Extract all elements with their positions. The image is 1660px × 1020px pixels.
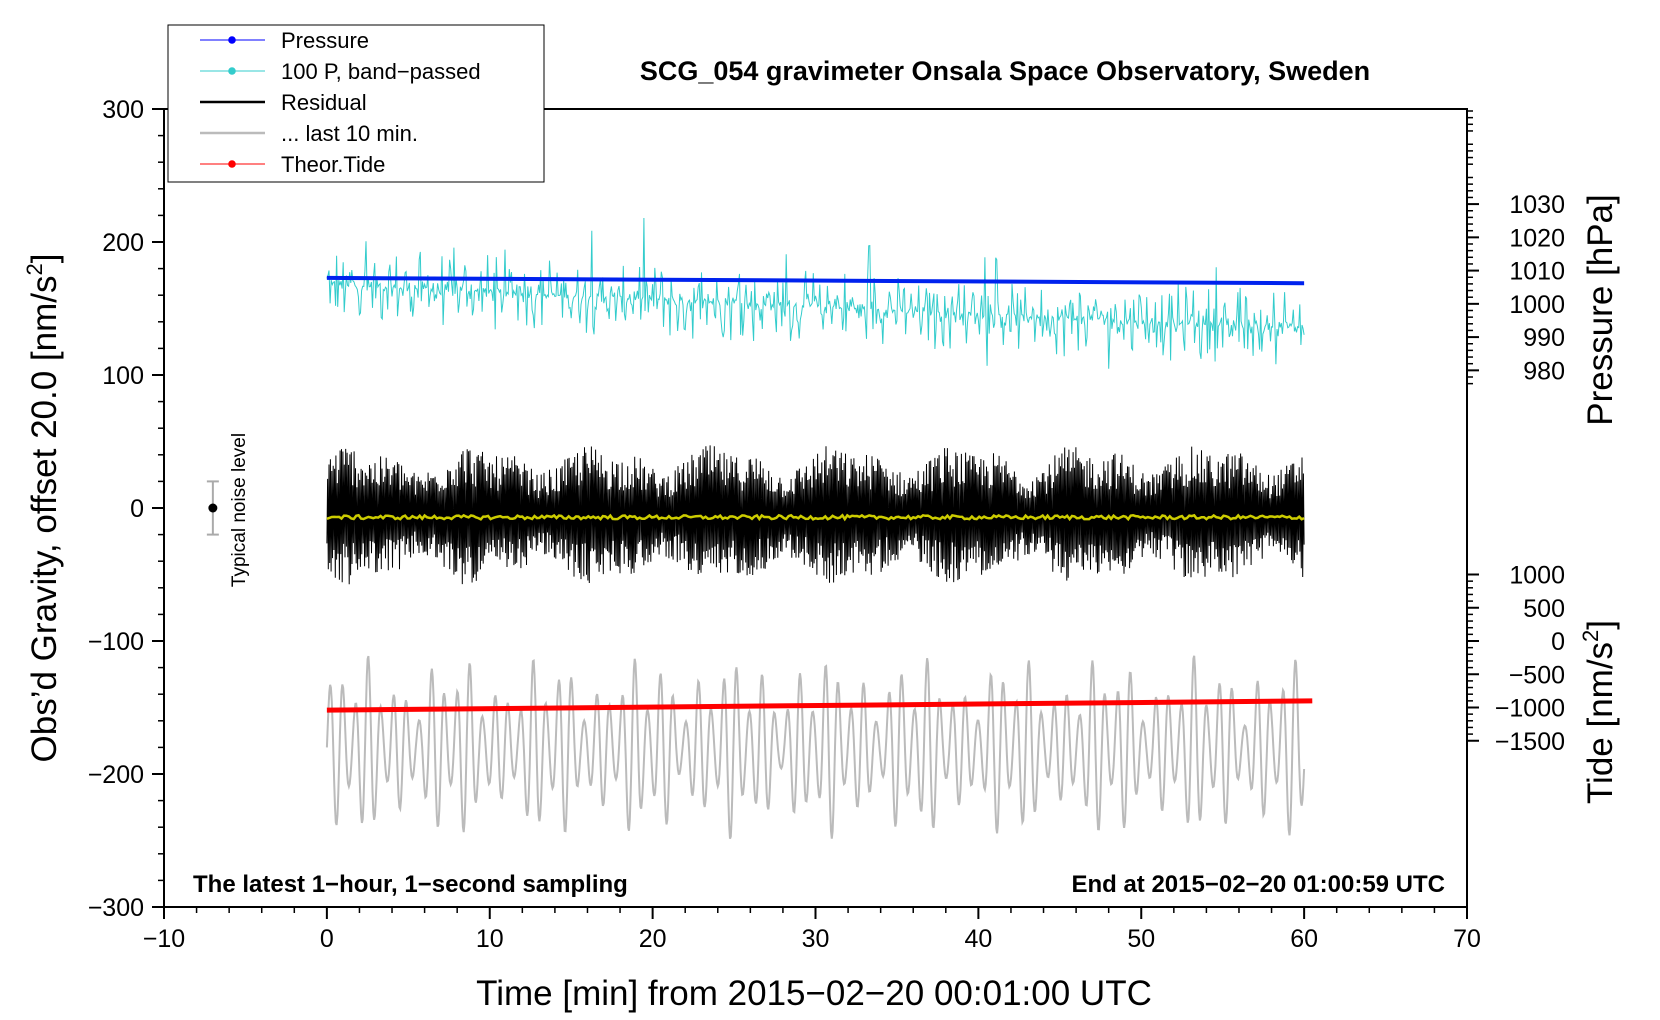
legend-swatch-dot [228,36,236,44]
legend-label: 100 P, band−passed [281,59,481,84]
y-left-tick-label: 0 [130,495,144,523]
legend-items: Pressure 100 P, band−passed Residual ... la… [200,28,481,177]
x-axis: −10 0 10 20 30 40 50 60 70 [143,907,1481,953]
y-pressure-tick-label: 990 [1523,324,1565,352]
y-left-tick-label: 200 [102,229,144,257]
annotation-end-time: End at 2015−02−20 01:00:59 UTC [1071,871,1445,898]
legend-label: ... last 10 min. [281,121,418,146]
y-axis-tide-label-main: Tide [nm/s [1581,642,1620,804]
x-tick-label: 60 [1290,925,1318,953]
legend-swatch-dot [228,160,236,168]
legend: Pressure 100 P, band−passed Residual ... la… [167,24,545,183]
chart-title: SCG_054 gravimeter Onsala Space Observat… [640,56,1370,86]
legend-swatch-dot [228,67,236,75]
y-pressure-tick-label: 1020 [1509,224,1565,252]
y-axis-left-label-main: Obs’d Gravity, offset 20.0 [nm/s [25,276,64,763]
y-axis-left-label-sup: 2 [22,263,47,275]
y-tide-tick-label: −500 [1509,661,1565,689]
y-left-tick-label: 300 [102,96,144,124]
series-residual [326,445,1305,585]
legend-label: Theor.Tide [281,152,385,177]
noise-dot [208,503,218,513]
y-axis-tide-label-sup: 2 [1578,630,1603,642]
x-axis-label: Time [min] from 2015−02−20 00:01:00 UTC [476,974,1152,1013]
y-pressure-tick-label: 980 [1523,357,1565,385]
x-tick-label: 0 [320,925,334,953]
x-tick-label: 10 [476,925,504,953]
y-pressure-tick-label: 1000 [1509,291,1565,319]
legend-label: Residual [281,90,367,115]
x-tick-label: 50 [1127,925,1155,953]
series-last-10-min [325,655,1306,840]
series-theoretical-tide [326,698,1313,713]
y-axis-tide-label: Tide [nm/s2] [1578,620,1620,804]
series-pressure [326,275,1305,286]
y-left-tick-label: −200 [88,761,144,789]
y-axis-tide: 1000 500 0 −500 −1000 −1500 [1467,562,1565,756]
noise-level-label: Typical noise level [229,433,250,587]
y-left-tick-label: −300 [88,894,144,922]
y-tide-tick-label: 0 [1551,628,1565,656]
series-residual-smoothed [326,513,1305,522]
x-tick-label: 70 [1453,925,1481,953]
annotation-latest-hour: The latest 1−hour, 1−second sampling [193,871,628,898]
legend-label: Pressure [281,28,369,53]
x-tick-label: 40 [964,925,992,953]
series-layer [325,217,1313,840]
y-axis-pressure-label: Pressure [hPa] [1581,194,1620,426]
x-tick-label: −10 [143,925,185,953]
y-left-tick-label: 100 [102,362,144,390]
legend-box [167,24,545,183]
y-axis-left: 300 200 100 0 −100 −200 −300 [88,96,164,922]
series-bandpassed-pressure [326,217,1305,369]
y-axis-pressure: 1030 1020 1010 1000 990 980 [1467,110,1565,385]
y-left-tick-label: −100 [88,628,144,656]
y-tide-tick-label: 500 [1523,595,1565,623]
y-pressure-tick-label: 1030 [1509,191,1565,219]
y-pressure-tick-label: 1010 [1509,258,1565,286]
y-tide-tick-label: −1500 [1495,728,1565,756]
y-tide-tick-label: −1000 [1495,695,1565,723]
y-axis-left-label-end: ] [25,254,64,264]
noise-level-marker [206,480,219,536]
y-axis-tide-label-end: ] [1581,620,1620,630]
x-tick-label: 20 [639,925,667,953]
y-tide-tick-label: 1000 [1509,562,1565,590]
x-tick-label: 30 [802,925,830,953]
y-axis-left-label: Obs’d Gravity, offset 20.0 [nm/s2] [22,254,64,763]
